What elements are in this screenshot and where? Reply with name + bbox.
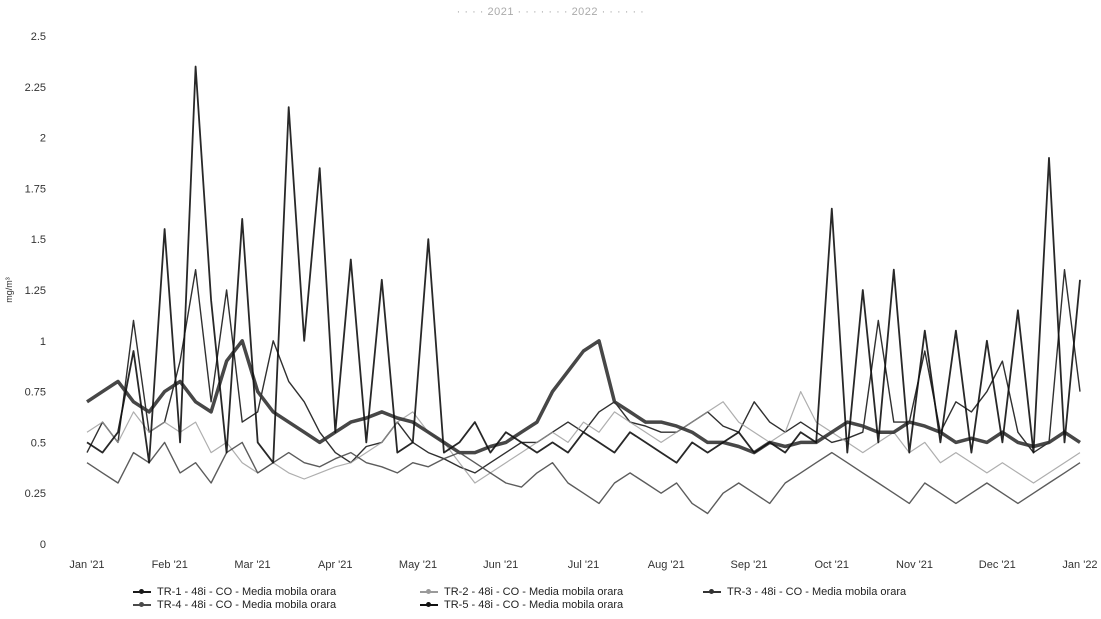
y-tick-label: 2	[40, 133, 46, 145]
x-tick-label: May '21	[399, 559, 437, 571]
series-lines	[86, 65, 1081, 515]
legend-item: TR-2 - 48i - CO - Media mobila orara	[420, 586, 623, 598]
legend-swatch-icon	[133, 589, 151, 594]
x-tick-label: Jan '22	[1062, 559, 1097, 571]
series-line-3	[86, 339, 1081, 455]
series-line-2	[86, 391, 1081, 484]
x-tick-label: Oct '21	[814, 559, 849, 571]
y-tick-label: 0.25	[25, 488, 46, 500]
x-axis-tick-labels: Jan '21 Feb '21 Mar '21 Apr '21 May '21 Jun '…	[69, 559, 1097, 571]
x-tick-label: Dec '21	[979, 559, 1016, 571]
legend-swatch-icon	[420, 602, 438, 607]
x-tick-label: Jun '21	[483, 559, 518, 571]
legend-item: TR-1 - 48i - CO - Media mobila orara	[133, 586, 336, 598]
y-tick-label: 1.5	[31, 234, 46, 246]
x-tick-label: Nov '21	[896, 559, 933, 571]
x-tick-label: Apr '21	[318, 559, 353, 571]
x-tick-label: Mar '21	[234, 559, 270, 571]
legend-label: TR-3 - 48i - CO - Media mobila orara	[727, 586, 907, 598]
chart-title: · · · · 2021 · · · · · · · 2022 · · · · …	[456, 6, 645, 18]
x-tick-label: Jul '21	[568, 559, 599, 571]
legend-swatch-icon	[420, 589, 438, 594]
legend-label: TR-4 - 48i - CO - Media mobila orara	[157, 599, 337, 611]
y-tick-label: 0.75	[25, 387, 46, 399]
legend-item: TR-3 - 48i - CO - Media mobila orara	[703, 586, 906, 598]
x-tick-label: Sep '21	[731, 559, 768, 571]
series-line-5	[86, 65, 1081, 464]
legend-swatch-icon	[703, 589, 721, 594]
y-tick-label: 2.25	[25, 82, 46, 94]
series-line-4	[86, 441, 1081, 515]
x-tick-label: Aug '21	[648, 559, 685, 571]
line-chart: 2.5 2.25 2 1.75 1.5 1.25 1 0.75 0.5 0.25 0 Jan '21…	[4, 31, 1098, 571]
y-tick-label: 1	[40, 336, 46, 348]
y-axis-tick-labels: 2.5 2.25 2 1.75 1.5 1.25 1 0.75 0.5 0.25 0	[25, 31, 46, 551]
legend-label: TR-1 - 48i - CO - Media mobila orara	[157, 586, 337, 598]
y-tick-label: 1.25	[25, 285, 46, 297]
x-tick-label: Feb '21	[152, 559, 188, 571]
legend-item: TR-4 - 48i - CO - Media mobila orara	[133, 599, 336, 611]
legend-swatch-icon	[133, 602, 151, 607]
y-tick-label: 0.5	[31, 437, 46, 449]
y-tick-label: 0	[40, 539, 46, 551]
x-tick-label: Jan '21	[69, 559, 104, 571]
legend-label: TR-2 - 48i - CO - Media mobila orara	[444, 586, 624, 598]
y-tick-label: 1.75	[25, 183, 46, 195]
legend-item: TR-5 - 48i - CO - Media mobila orara	[420, 599, 623, 611]
legend-label: TR-5 - 48i - CO - Media mobila orara	[444, 599, 624, 611]
y-tick-label: 2.5	[31, 31, 46, 43]
y-axis-label: mg/m³	[4, 277, 14, 303]
